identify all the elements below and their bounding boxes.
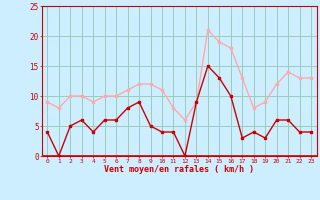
X-axis label: Vent moyen/en rafales ( km/h ): Vent moyen/en rafales ( km/h ) [104, 165, 254, 174]
